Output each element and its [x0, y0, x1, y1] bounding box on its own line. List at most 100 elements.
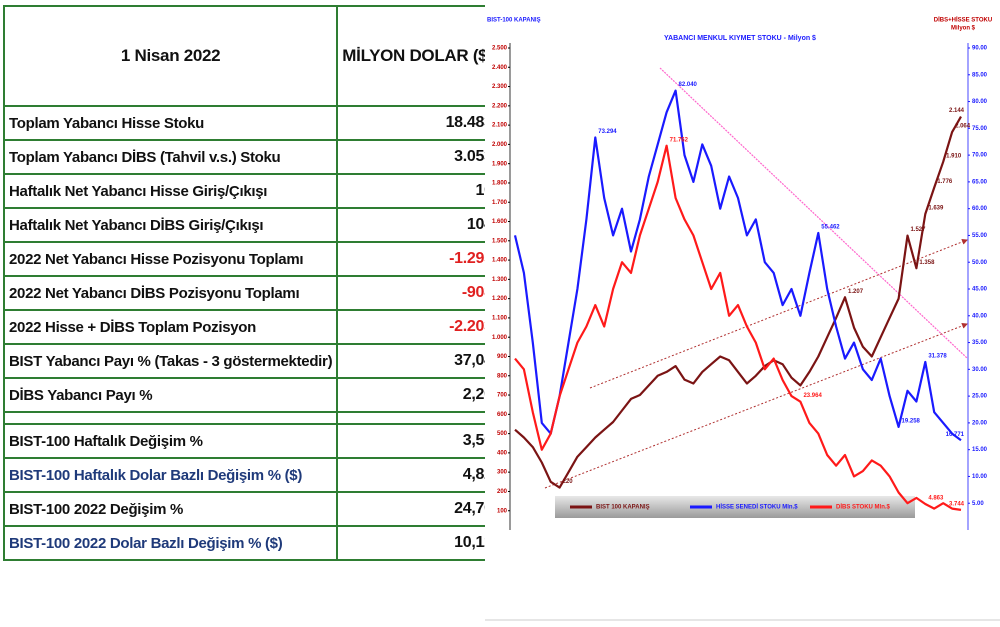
table-row: BIST Yabancı Payı % (Takas - 3 göstermek…: [2, 343, 499, 379]
y-tick-label: 1.700: [492, 200, 508, 206]
table-row: Haftalık Net Yabancı Hisse Giriş/Çıkışı 1…: [2, 173, 499, 209]
y-tick-label: 2.400: [492, 65, 508, 71]
row-label: Toplam Yabancı DİBS (Tahvil v.s.) Stoku: [2, 139, 339, 175]
y-tick-label: 1.600: [492, 219, 508, 225]
data-label: 2.144: [949, 108, 965, 114]
table-row: 2022 Hisse + DİBS Toplam Pozisyon -2.203: [2, 309, 499, 345]
row-label: BIST-100 2022 Dolar Bazlı Değişim % ($): [2, 525, 339, 561]
row-label: BIST-100 Haftalık Değişim %: [2, 423, 339, 459]
data-label: 1.776: [937, 179, 953, 185]
data-label: 2.064: [955, 124, 971, 130]
y2-tick-label: 20.00: [972, 420, 988, 426]
table-row: Haftalık Net Yabancı DİBS Giriş/Çıkışı 10…: [2, 207, 499, 243]
y-tick-label: 900: [497, 354, 508, 360]
row-value: -1.295: [336, 241, 499, 277]
series-line: [513, 89, 962, 442]
spacer-cell: [2, 411, 339, 425]
row-value: 2,20: [336, 377, 499, 413]
data-label: 71.762: [670, 137, 689, 143]
table-row: Toplam Yabancı Hisse Stoku 18.483: [2, 105, 499, 141]
y-tick-label: 2.300: [492, 84, 508, 90]
y2-tick-label: 55.00: [972, 233, 988, 239]
y-tick-label: 200: [497, 489, 508, 495]
table-row: BIST-100 2022 Değişim % 24,70: [2, 491, 499, 527]
chart-title: YABANCI MENKUL KIYMET STOKU - Milyon $: [664, 35, 816, 42]
summary-table: 1 Nisan 2022 MİLYON DOLAR ($) Toplam Yab…: [2, 5, 499, 561]
y-tick-label: 1.000: [492, 335, 508, 341]
y2-tick-label: 80.00: [972, 99, 988, 105]
row-value: 3,50: [336, 423, 499, 459]
y2-tick-label: 5.00: [972, 501, 984, 507]
y-tick-label: 2.100: [492, 123, 508, 129]
spacer-row: [2, 411, 499, 425]
data-label: 1.207: [848, 289, 864, 295]
data-label: 3.744: [949, 502, 965, 508]
table-row: 2022 Net Yabancı Hisse Pozisyonu Toplamı…: [2, 241, 499, 277]
legend-box: [555, 496, 915, 518]
table-row: BIST-100 Haftalık Değişim % 3,50: [2, 423, 499, 459]
data-label: 1.639: [928, 206, 944, 212]
y-tick-label: 1.200: [492, 296, 508, 302]
y-tick-label: 1.500: [492, 238, 508, 244]
data-label: 4.863: [928, 496, 944, 502]
table-row: 2022 Net Yabancı DİBS Pozisyonu Toplamı -…: [2, 275, 499, 311]
table-row: DİBS Yabancı Payı % 2,20: [2, 377, 499, 413]
y-tick-label: 1.900: [492, 161, 508, 167]
data-label: 1.910: [946, 153, 962, 159]
y-tick-label: 700: [497, 393, 508, 399]
trend-line: [659, 67, 968, 359]
table-row: BIST-100 Haftalık Dolar Bazlı Değişim % …: [2, 457, 499, 493]
data-label: 55.462: [821, 225, 840, 231]
data-label: 19.258: [902, 418, 921, 424]
y-tick-label: 300: [497, 470, 508, 476]
row-value: 18.483: [336, 105, 499, 141]
y2-tick-label: 70.00: [972, 153, 988, 159]
y-tick-label: 400: [497, 450, 508, 456]
y-tick-label: 2.200: [492, 103, 508, 109]
row-value: -2.203: [336, 309, 499, 345]
y2-tick-label: 40.00: [972, 313, 988, 319]
y-tick-label: 500: [497, 431, 508, 437]
row-label: BIST-100 Haftalık Dolar Bazlı Değişim % …: [2, 457, 339, 493]
row-value: 4,82: [336, 457, 499, 493]
date-header: 1 Nisan 2022: [2, 5, 339, 107]
y2-tick-label: 65.00: [972, 179, 988, 185]
y2-axis-title: DİBS+HİSSE STOKU: [934, 17, 992, 24]
data-label: 1.358: [919, 260, 935, 266]
data-label: 73.294: [598, 129, 617, 135]
y2-tick-label: 50.00: [972, 260, 988, 266]
row-value: 3.053: [336, 139, 499, 175]
row-label: 2022 Hisse + DİBS Toplam Pozisyon: [2, 309, 339, 345]
row-label: BIST-100 2022 Değişim %: [2, 491, 339, 527]
row-label: 2022 Net Yabancı DİBS Pozisyonu Toplamı: [2, 275, 339, 311]
legend-label: HİSSE SENEDİ STOKU Mln.$: [716, 504, 798, 511]
table-row: Toplam Yabancı DİBS (Tahvil v.s.) Stoku 3…: [2, 139, 499, 175]
y-tick-label: 1.800: [492, 181, 508, 187]
y2-tick-label: 85.00: [972, 72, 988, 78]
spacer-cell: [336, 411, 499, 425]
y2-tick-label: 10.00: [972, 474, 988, 480]
row-value: -908: [336, 275, 499, 311]
row-value: 24,70: [336, 491, 499, 527]
y2-tick-label: 60.00: [972, 206, 988, 212]
row-value: 37,04: [336, 343, 499, 379]
y-tick-label: 1.400: [492, 258, 508, 264]
row-label: DİBS Yabancı Payı %: [2, 377, 339, 413]
legend-label: DİBS STOKU Mln.$: [836, 504, 891, 511]
y2-tick-label: 45.00: [972, 287, 988, 293]
series-line: [514, 144, 962, 511]
y2-tick-label: 90.00: [972, 46, 988, 52]
data-label: 82.040: [679, 82, 698, 88]
y2-tick-label: 30.00: [972, 367, 988, 373]
y-tick-label: 1.100: [492, 315, 508, 321]
y2-tick-label: 35.00: [972, 340, 988, 346]
y2-tick-label: 15.00: [972, 447, 988, 453]
row-label: BIST Yabancı Payı % (Takas - 3 göstermek…: [2, 343, 339, 379]
row-value: 10: [336, 173, 499, 209]
y2-tick-label: 25.00: [972, 394, 988, 400]
y-tick-label: 800: [497, 373, 508, 379]
y-axis-title: BIST-100 KAPANIŞ: [487, 18, 541, 24]
row-label: Haftalık Net Yabancı Hisse Giriş/Çıkışı: [2, 173, 339, 209]
y2-tick-label: 75.00: [972, 126, 988, 132]
